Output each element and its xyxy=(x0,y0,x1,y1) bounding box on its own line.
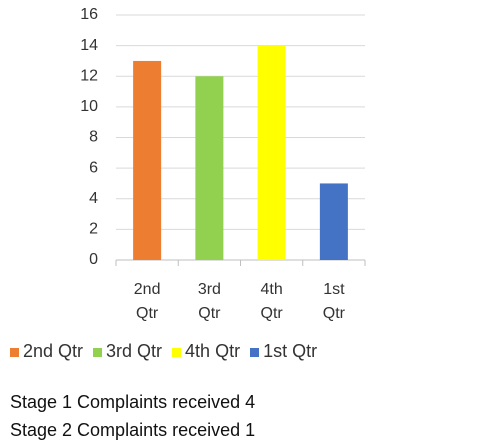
legend-item: 3rd Qtr xyxy=(93,341,162,362)
legend-swatch xyxy=(172,347,182,357)
y-tick-label: 10 xyxy=(80,98,98,115)
y-tick-label: 4 xyxy=(89,190,98,207)
x-tick-label: 1st Qtr xyxy=(322,281,345,322)
legend-item: 2nd Qtr xyxy=(10,341,83,362)
note: Stage 2 Complaints received 1 xyxy=(10,420,256,440)
legend-label: 4th Qtr xyxy=(185,341,241,361)
x-tick-label: 2nd Qtr xyxy=(133,281,161,322)
x-tick-label: 3rd Qtr xyxy=(197,281,221,322)
bar xyxy=(257,45,286,260)
legend-swatch xyxy=(10,347,19,357)
notes: Stage 1 Complaints received 4 Stage 2 Com… xyxy=(10,388,255,444)
legend-label: 3rd Qtr xyxy=(106,341,163,361)
x-tick-label: 4th Qtr xyxy=(260,281,283,322)
bar xyxy=(319,183,348,260)
y-tick-label: 0 xyxy=(89,251,98,268)
y-tick-label: 2 xyxy=(89,221,98,238)
legend-label: 2nd Qtr xyxy=(23,341,84,361)
legend-swatch xyxy=(250,347,260,357)
note: Stage 1 Complaints received 4 xyxy=(10,392,256,412)
y-tick-label: 16 xyxy=(80,6,98,23)
y-tick-label: 12 xyxy=(80,67,98,84)
bar xyxy=(195,76,224,260)
legend-item: 4th Qtr xyxy=(172,341,240,362)
y-tick-label: 8 xyxy=(89,129,98,146)
legend-item: 1st Qtr xyxy=(250,341,317,362)
bar xyxy=(133,60,162,260)
legend-label: 1st Qtr xyxy=(263,341,318,361)
legend: 2nd Qtr 3rd Qtr 4th Qtr 1st Qtr xyxy=(10,341,327,362)
y-tick-label: 6 xyxy=(89,159,98,176)
legend-swatch xyxy=(93,347,103,357)
y-tick-label: 14 xyxy=(80,37,98,54)
